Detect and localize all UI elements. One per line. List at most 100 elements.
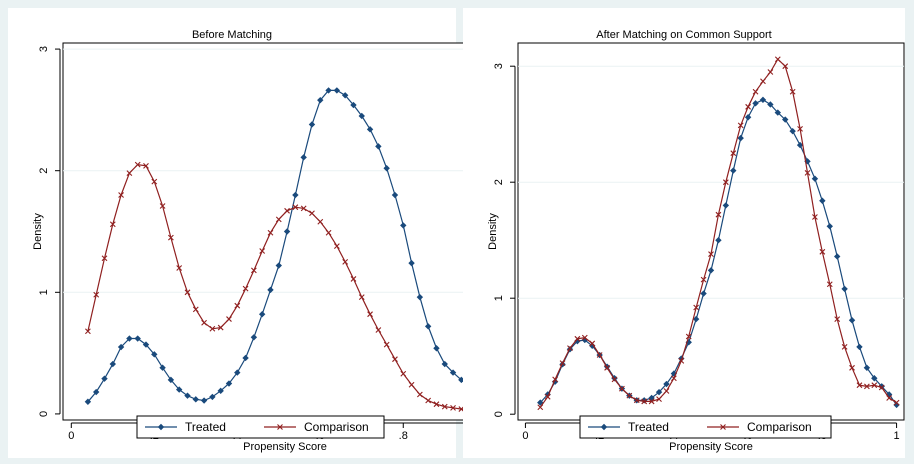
data-point: [308, 121, 316, 128]
y-tick-label: 2: [38, 168, 50, 174]
data-point: [242, 354, 249, 362]
data-point: [655, 388, 663, 396]
data-point: [841, 285, 848, 293]
data-point: [856, 343, 863, 351]
data-point: [234, 369, 241, 376]
y-tick-label: 3: [493, 63, 505, 69]
data-point: [151, 178, 158, 185]
data-point: [871, 375, 878, 382]
data-point: [678, 357, 685, 364]
data-point: [663, 388, 670, 394]
data-point: [275, 216, 282, 223]
data-point: [225, 380, 233, 387]
data-point: [118, 192, 124, 198]
data-point: [449, 369, 457, 376]
data-point: [537, 404, 544, 411]
data-point: [589, 340, 596, 347]
data-point: [826, 223, 833, 230]
data-point: [759, 96, 767, 104]
data-point: [871, 382, 878, 389]
data-point: [544, 393, 551, 400]
data-point: [893, 401, 900, 409]
data-point: [641, 398, 648, 405]
data-point: [383, 341, 390, 348]
x-tick-label: 0: [522, 430, 528, 442]
data-point: [804, 170, 811, 176]
x-tick-label: 1: [894, 430, 900, 442]
data-point: [134, 161, 141, 168]
data-point: [258, 310, 266, 318]
data-point: [730, 167, 737, 174]
data-point: [416, 293, 424, 301]
data-point: [567, 345, 573, 351]
data-point: [841, 344, 848, 350]
data-point: [342, 259, 349, 265]
legend-label: Comparison: [747, 420, 812, 434]
data-point: [730, 150, 737, 157]
data-point: [325, 87, 332, 94]
legend-label: Treated: [628, 420, 669, 434]
data-point: [767, 101, 774, 108]
data-point: [101, 255, 108, 262]
data-point: [848, 317, 856, 324]
data-point: [458, 376, 465, 384]
data-point: [656, 396, 662, 403]
data-point: [589, 342, 596, 349]
data-point: [366, 126, 374, 133]
data-point: [834, 316, 841, 322]
data-point: [358, 294, 365, 301]
data-point: [737, 122, 744, 129]
data-point: [856, 382, 863, 389]
data-point: [596, 352, 603, 358]
data-point: [678, 355, 685, 362]
data-point: [782, 63, 789, 70]
data-point: [685, 339, 692, 346]
data-point: [175, 386, 183, 393]
data-point: [700, 290, 707, 297]
data-point: [737, 134, 744, 142]
data-point: [819, 248, 826, 255]
data-point: [176, 265, 183, 271]
data-point: [789, 88, 796, 95]
data-point: [341, 92, 349, 99]
y-tick-label: 0: [493, 411, 505, 417]
data-point: [811, 175, 819, 182]
data-point: [692, 315, 700, 323]
data-point: [796, 141, 804, 149]
data-point: [760, 78, 766, 85]
data-point: [284, 207, 290, 214]
data-point: [559, 360, 566, 367]
data-point: [192, 396, 199, 403]
data-point: [425, 397, 432, 404]
data-point: [408, 259, 415, 267]
data-point: [693, 304, 700, 311]
data-point: [640, 397, 648, 404]
data-point: [826, 281, 833, 288]
data-point: [767, 69, 774, 75]
data-point: [619, 385, 625, 392]
data-point: [317, 96, 324, 104]
data-point: [358, 112, 365, 120]
data-point: [574, 337, 581, 345]
data-point: [849, 364, 855, 371]
data-point: [863, 383, 870, 390]
x-axis-label: Propensity Score: [669, 441, 753, 453]
data-point: [392, 356, 398, 363]
chart-title: After Matching on Common Support: [596, 29, 771, 41]
legend: Treated Comparison: [579, 415, 832, 439]
y-tick-label: 3: [38, 46, 50, 52]
data-point: [184, 392, 191, 399]
data-point: [333, 87, 341, 94]
legend-marker: [157, 423, 165, 431]
data-point: [242, 285, 249, 292]
y-axis-label: Density: [32, 213, 44, 250]
data-point: [142, 341, 150, 348]
plot-area: [517, 42, 905, 421]
data-point: [92, 388, 100, 396]
data-point: [226, 316, 232, 322]
data-point: [400, 370, 407, 377]
data-point: [708, 251, 714, 258]
data-point: [789, 127, 796, 135]
data-point: [209, 393, 216, 401]
